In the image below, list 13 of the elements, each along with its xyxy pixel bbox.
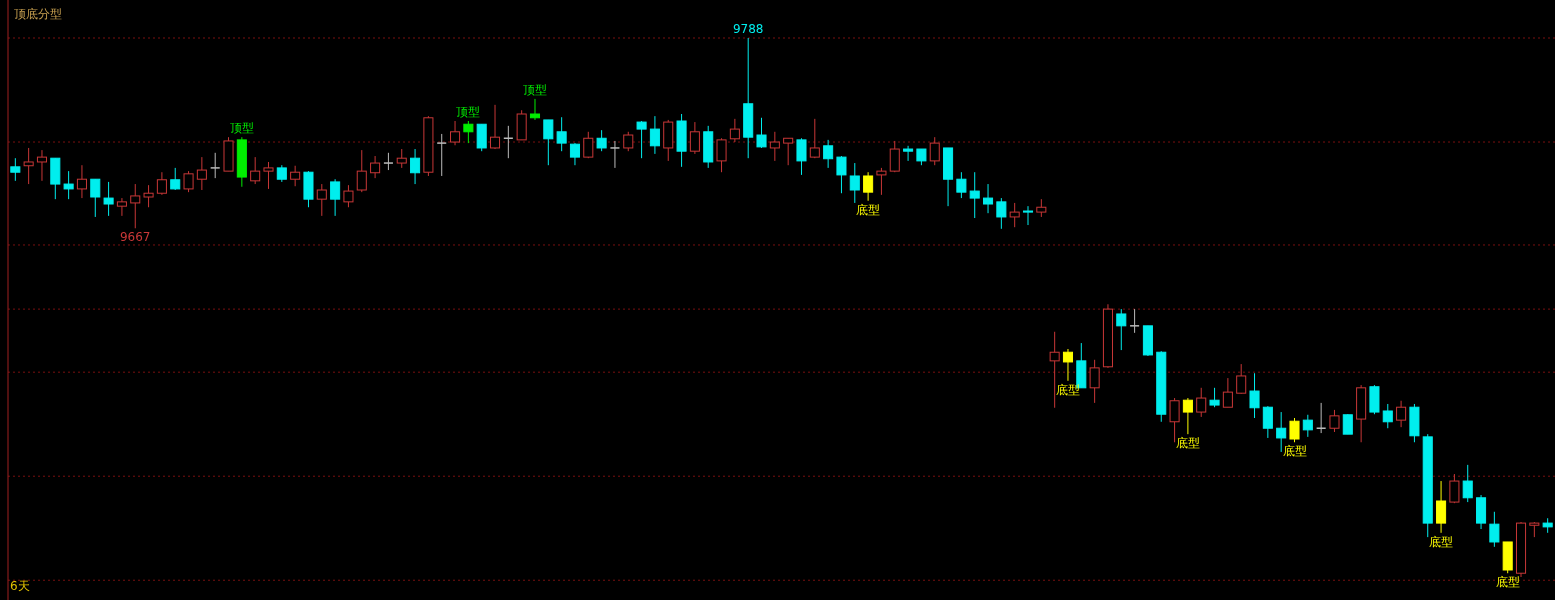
annotation: 6天	[10, 579, 30, 593]
value-label: 9788	[732, 22, 764, 36]
value-label: 底型	[1175, 436, 1200, 451]
value-label: 底型	[1282, 444, 1307, 459]
value-label: 底型	[856, 202, 881, 217]
value-label: 底型	[1495, 575, 1520, 590]
value-label: 顶型	[523, 82, 547, 97]
value-label: 底型	[1429, 534, 1454, 549]
value-label: 顶型	[229, 121, 254, 136]
value-label: 底型	[1056, 382, 1080, 397]
value-label: 顶型	[456, 105, 481, 119]
title: 顶底分型	[14, 7, 62, 21]
value-label: 9667	[120, 230, 151, 245]
